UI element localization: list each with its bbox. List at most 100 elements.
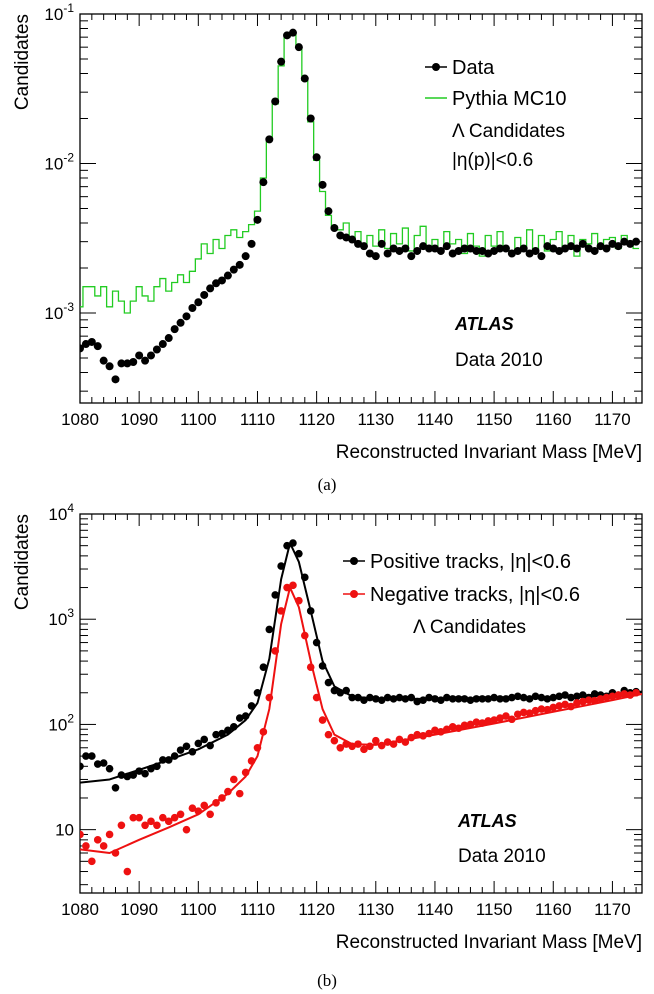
- x-tick-label: 1160: [535, 900, 572, 919]
- chart-panel-b: 1080 1090 1100 1110 1120 1130 1140 1150 1160 1170…: [12, 501, 643, 990]
- data-point: [93, 342, 102, 351]
- positive-data-point: [80, 762, 84, 771]
- negative-data-point: [419, 731, 427, 740]
- data-point: [294, 43, 303, 52]
- positive-data-point: [513, 692, 522, 701]
- positive-data-point: [407, 693, 416, 702]
- data-point: [383, 249, 392, 258]
- x-tick-label: 1170: [594, 410, 631, 429]
- y-tick-label: 102: [48, 711, 74, 734]
- x-tick-label: 1100: [180, 900, 217, 919]
- y-axis-label: Candidates: [12, 14, 33, 110]
- x-tick-label: 1090: [120, 410, 158, 429]
- positive-data-point: [590, 690, 599, 698]
- negative-data-point: [105, 830, 114, 839]
- negative-fit-line: [80, 586, 642, 854]
- x-tick-label: 1170: [594, 900, 631, 919]
- data-point: [200, 290, 209, 299]
- negative-data-point: [82, 842, 90, 850]
- positive-data-point: [484, 695, 492, 703]
- data-point: [578, 239, 587, 248]
- positive-data-point: [336, 688, 345, 697]
- positive-data-point: [342, 686, 351, 695]
- negative-data-point: [508, 715, 516, 724]
- negative-data-point: [259, 728, 268, 736]
- data-point: [330, 224, 339, 233]
- x-tick-label: 1150: [476, 900, 513, 919]
- legend: Positive tracks, |η|<0.6 Negative tracks,…: [343, 551, 580, 606]
- negative-data-point: [519, 708, 528, 717]
- data-point: [371, 252, 380, 261]
- positive-data-point: [490, 693, 498, 702]
- legend: Data Pythia MC10: [425, 57, 567, 110]
- data-point: [602, 244, 611, 253]
- positive-data-point: [82, 752, 90, 760]
- x-tick-label: 1120: [298, 410, 335, 429]
- negative-data-point: [88, 857, 96, 866]
- negative-data-point: [602, 693, 611, 702]
- negative-data-point: [200, 801, 209, 810]
- positive-data-point: [206, 741, 214, 750]
- data-point: [223, 271, 232, 280]
- positive-data-point: [531, 692, 540, 701]
- annotation: Data 2010: [458, 846, 546, 867]
- x-tick-label: 1140: [417, 410, 454, 429]
- negative-data-point: [289, 581, 297, 590]
- positive-data-point: [289, 539, 297, 547]
- data-point: [271, 97, 280, 106]
- data-point: [401, 244, 410, 253]
- negative-data-point: [413, 730, 422, 739]
- negative-data-point: [159, 813, 167, 822]
- negative-data-point: [502, 712, 510, 720]
- data-point: [288, 28, 297, 37]
- negative-data-point: [437, 728, 445, 736]
- positive-data-point: [448, 695, 457, 703]
- x-axis-label: Reconstructed Invariant Mass [MeV]: [336, 932, 642, 953]
- legend-label: Pythia MC10: [452, 88, 567, 110]
- positive-data-point: [366, 693, 374, 702]
- negative-data-point: [342, 740, 351, 748]
- positive-fit-line: [80, 542, 642, 784]
- positive-data-point: [561, 691, 569, 699]
- negative-data-point: [484, 717, 492, 725]
- negative-data-point: [253, 743, 262, 752]
- positive-data-point: [271, 591, 280, 599]
- data-point: [413, 246, 422, 255]
- positive-data-point: [401, 695, 410, 703]
- positive-data-point: [395, 693, 404, 702]
- negative-data-point: [573, 699, 581, 707]
- negative-data-point: [235, 789, 244, 798]
- y-tick-label: 10: [55, 821, 74, 840]
- negative-data-point: [579, 697, 587, 706]
- x-tick-label: 1110: [240, 900, 275, 919]
- atlas-label: ATLAS: [454, 314, 514, 334]
- positive-data-point: [147, 764, 155, 773]
- positive-data-point: [188, 747, 197, 756]
- panel-caption: (a): [318, 475, 337, 494]
- x-tick-label: 1080: [61, 900, 99, 919]
- positive-data-point: [354, 693, 362, 702]
- negative-data-point: [525, 709, 534, 717]
- positive-data-point: [573, 692, 581, 701]
- positive-data-point: [312, 638, 321, 647]
- positive-data-point: [389, 695, 398, 703]
- y-tick-label: 10-1: [44, 1, 74, 24]
- x-tick-label: 1090: [120, 900, 158, 919]
- positive-data-point: [377, 696, 386, 704]
- negative-data-point: [407, 733, 416, 742]
- x-axis-label: Reconstructed Invariant Mass [MeV]: [336, 442, 642, 463]
- negative-data-point: [614, 691, 623, 699]
- positive-data-point: [212, 730, 220, 739]
- y-tick-label: 104: [48, 501, 74, 524]
- data-point: [572, 244, 581, 253]
- negative-data-point: [442, 725, 451, 734]
- positive-data-point: [579, 691, 587, 699]
- positive-data-point: [301, 573, 309, 582]
- negative-data-point: [590, 696, 599, 705]
- negative-data-point: [153, 821, 161, 830]
- positive-data-point: [419, 696, 427, 704]
- negative-data-point: [496, 714, 504, 722]
- data-point: [501, 244, 510, 253]
- positive-data-point: [170, 752, 179, 760]
- data-point: [531, 246, 540, 255]
